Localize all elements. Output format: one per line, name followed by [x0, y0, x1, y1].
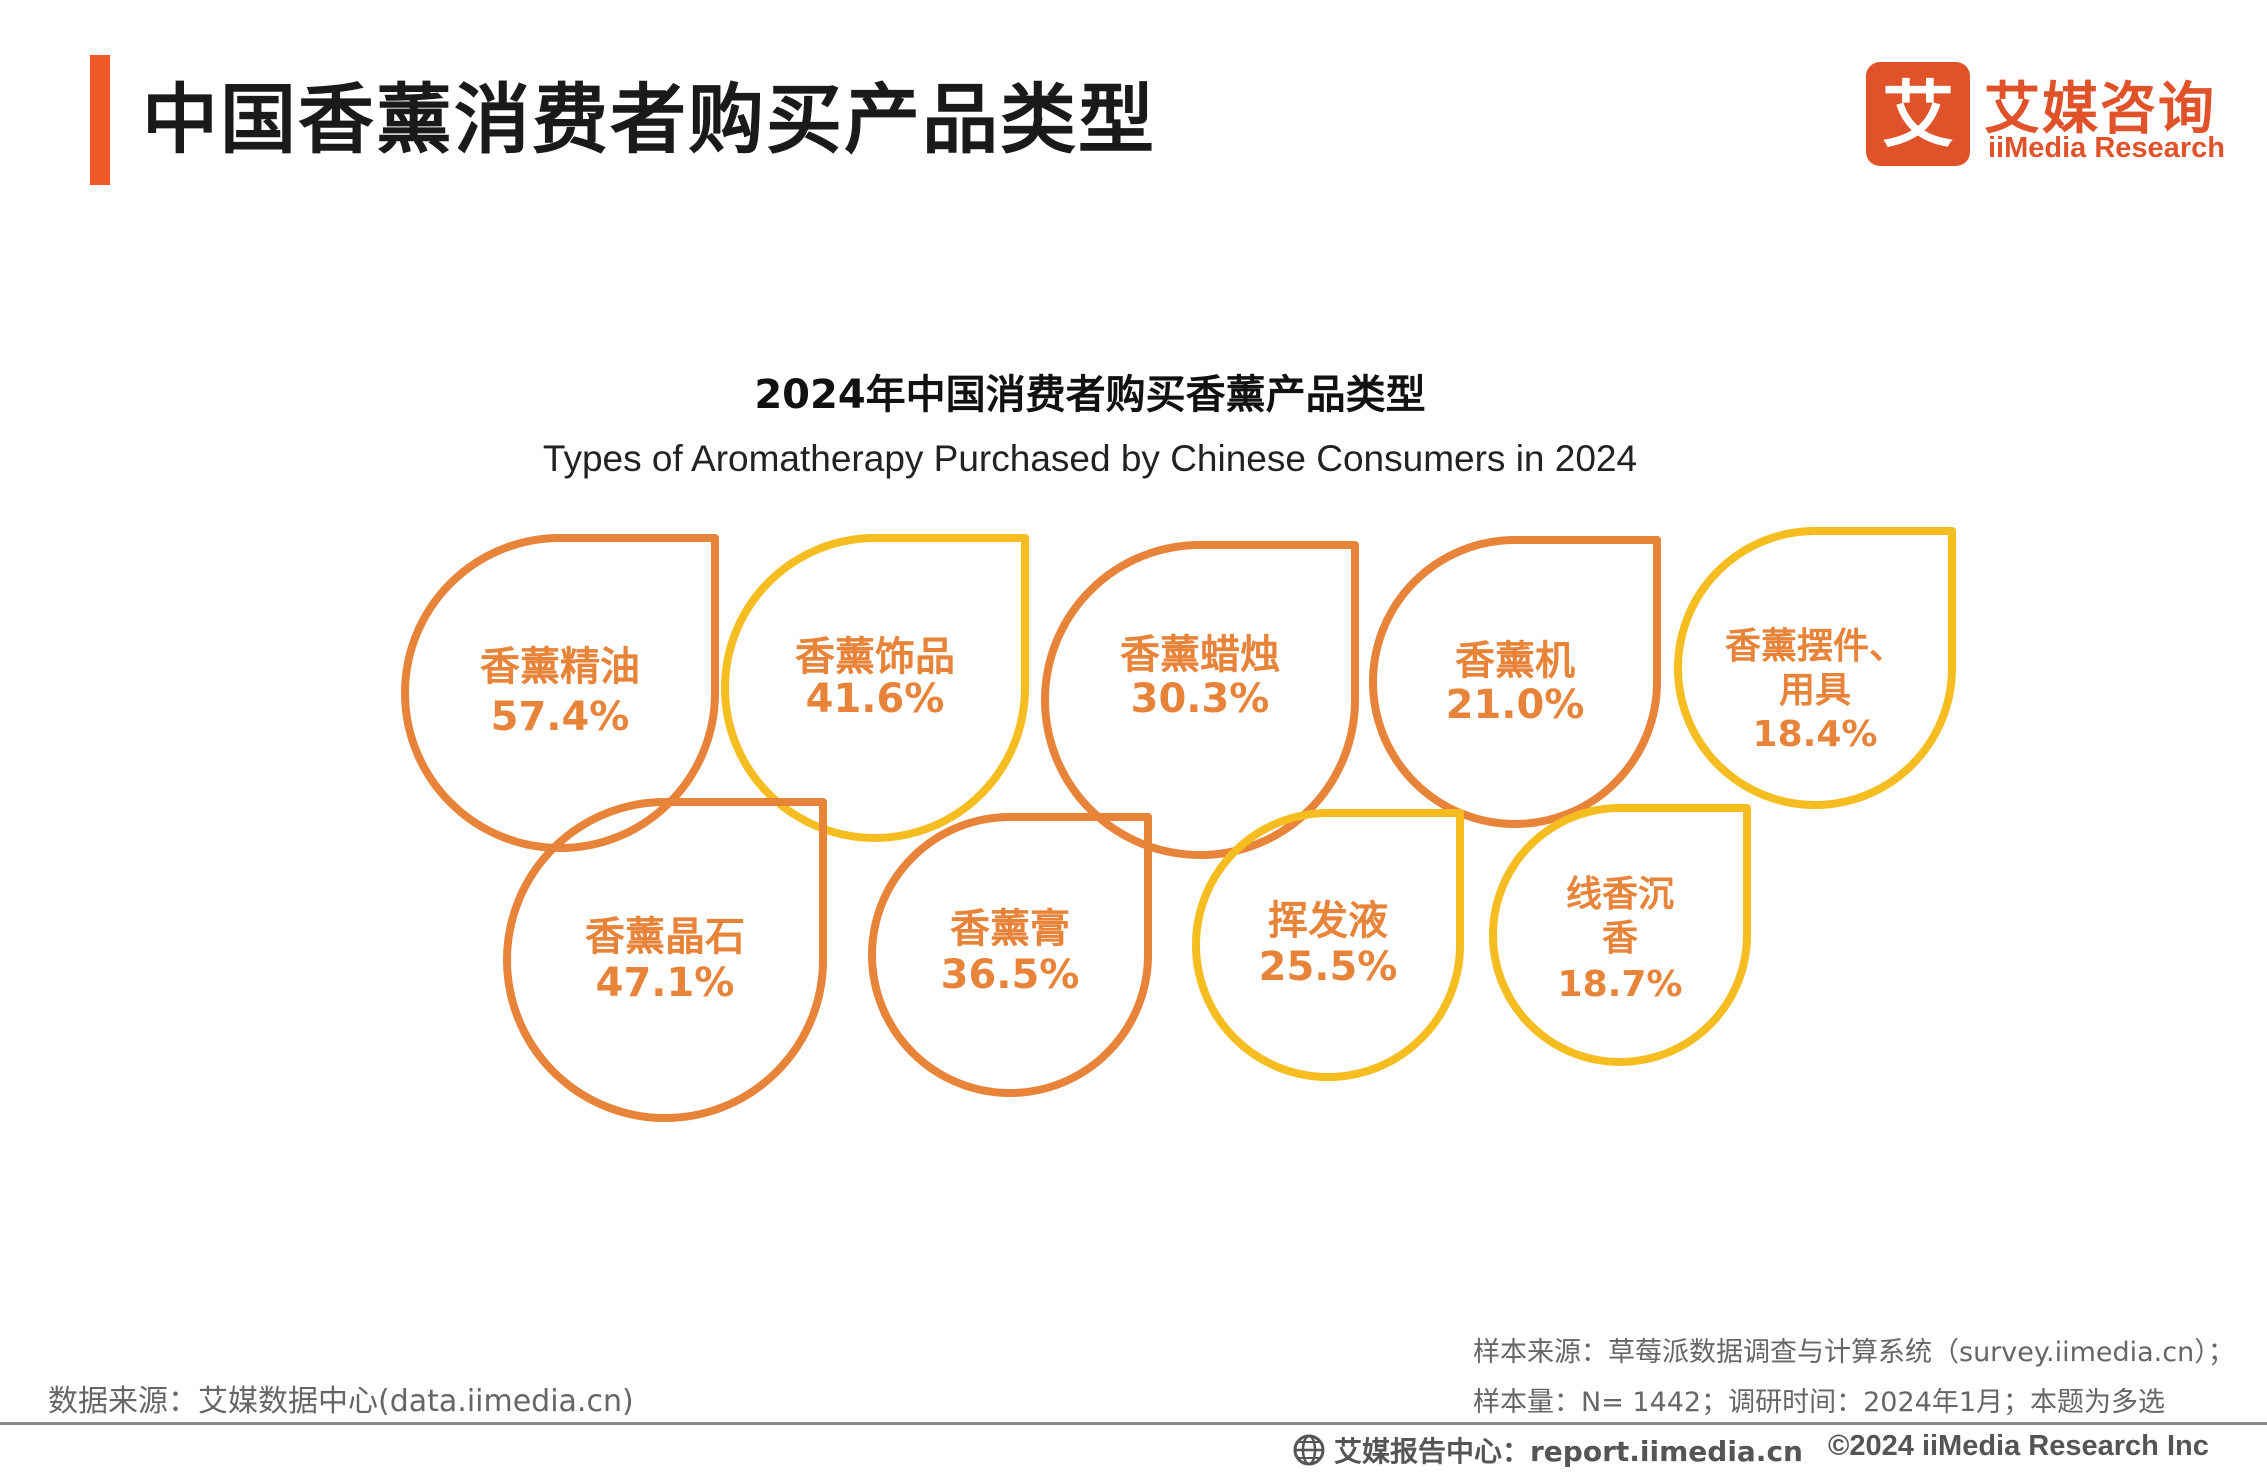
droplet-shape: [1674, 527, 1956, 809]
droplet-value: 47.1%: [596, 960, 735, 1006]
droplet-category-label: 香薰蜡烛: [1120, 632, 1280, 678]
footer-divider: [0, 1422, 2267, 1425]
sample-source: 样本来源：草莓派数据调查与计算系统（survey.iimedia.cn）；: [1473, 1337, 2235, 1368]
page-title: 中国香薰消费者购买产品类型: [142, 75, 1156, 164]
globe-icon: [1293, 1434, 1325, 1466]
report-center: 艾媒报告中心：report.iimedia.cn: [1292, 1430, 1803, 1470]
logo-text-cn: 艾媒咨询: [1984, 77, 2216, 142]
droplet-category-label: 香薰摆件、: [1725, 626, 1905, 667]
chart-subtitle: Types of Aromatherapy Purchased by Chine…: [542, 438, 1638, 479]
droplet-shape: [1489, 804, 1751, 1066]
droplet-shape: [1192, 809, 1464, 1081]
droplet-category-label: 香: [1602, 918, 1638, 959]
droplet-category-label: 挥发液: [1268, 898, 1388, 944]
data-source: 数据来源：艾媒数据中心(data.iimedia.cn): [48, 1384, 634, 1419]
droplet-value: 25.5%: [1259, 944, 1398, 990]
droplet-category-label: 香薰膏: [950, 906, 1070, 952]
iimedia-logo-icon: 艾: [1866, 62, 1970, 166]
sample-size: 样本量：N= 1442；调研时间：2024年1月；本题为多选: [1473, 1387, 2166, 1418]
droplet-category-label: 用具: [1779, 670, 1851, 711]
droplet-category-label: 香薰机: [1455, 638, 1575, 684]
title-accent-bar: [90, 55, 110, 185]
droplet-category-label: 香薰饰品: [795, 634, 955, 680]
droplet-category-label: 线香沉: [1566, 874, 1674, 915]
droplet-value: 57.4%: [491, 694, 630, 740]
chart-title: 2024年中国消费者购买香薰产品类型: [754, 372, 1426, 418]
droplet-value: 18.4%: [1753, 714, 1878, 755]
droplet-shape: [401, 534, 719, 852]
droplet-shape: [503, 798, 827, 1122]
iimedia-logo: 艾 艾媒咨询 iiMedia Research: [1866, 62, 2226, 172]
droplet-category-label: 香薰晶石: [585, 914, 745, 960]
droplet-value: 18.7%: [1558, 964, 1683, 1005]
droplet-category-label: 香薰精油: [480, 644, 640, 690]
copyright: ©2024 iiMedia Research Inc: [1828, 1430, 2209, 1462]
droplet-value: 21.0%: [1446, 682, 1585, 728]
logo-text-en: iiMedia Research: [1988, 132, 2225, 164]
svg-text:艾: 艾: [1882, 73, 1954, 157]
droplet-value: 41.6%: [806, 676, 945, 722]
droplet-shape: [868, 813, 1152, 1097]
droplet-shape: [1369, 536, 1661, 828]
report-center-text: 艾媒报告中心：report.iimedia.cn: [1334, 1435, 1803, 1468]
droplet-value: 36.5%: [941, 952, 1080, 998]
droplet-value: 30.3%: [1131, 676, 1270, 722]
